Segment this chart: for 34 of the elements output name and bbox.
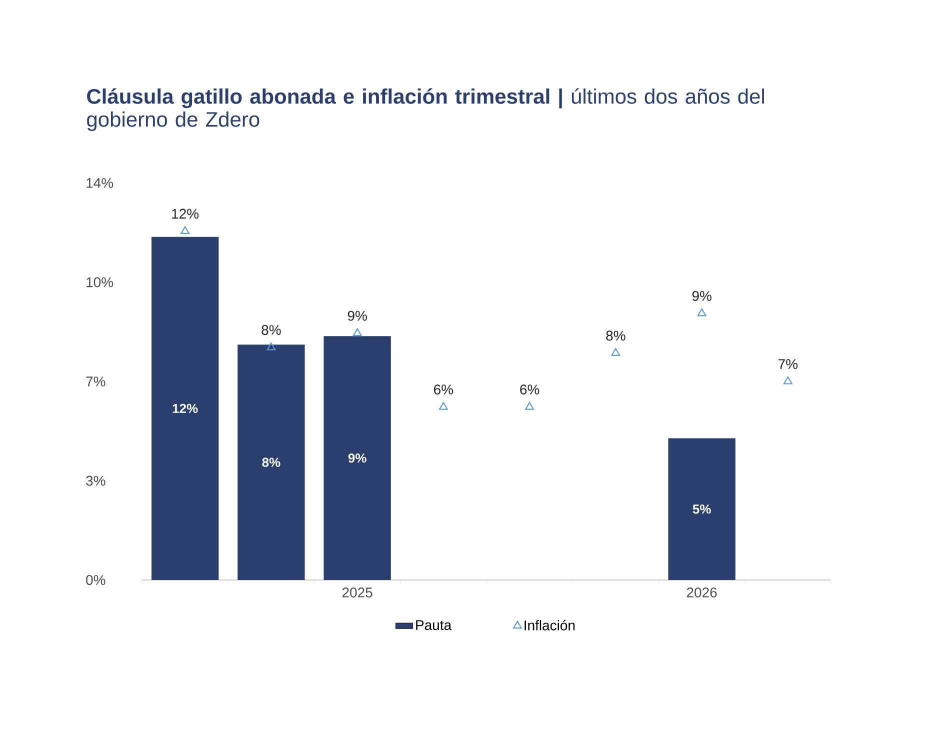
data-label: 8%: [606, 330, 626, 341]
legend-label: Pauta: [416, 620, 452, 630]
data-label: 6%: [520, 384, 540, 394]
point: [180, 226, 190, 234]
data-label: 6%: [434, 384, 454, 394]
y-tick-label: 10%: [86, 277, 114, 288]
x-tick-label: 2026: [686, 588, 717, 598]
x-tick-label: 2025: [342, 588, 372, 598]
point: [525, 402, 534, 410]
y-tick-label: 14%: [86, 178, 114, 188]
data-label: 9%: [692, 290, 712, 301]
legend-label: Inflación: [524, 620, 575, 630]
data-label: 8%: [262, 458, 280, 467]
chart-title: Cláusula gatillo abonada e inflación trimestral | últimos dos años del gobierno de Zdero: [87, 88, 764, 132]
data-label: 9%: [348, 310, 367, 321]
data-label: 12%: [172, 208, 199, 219]
y-tick-label: 7%: [86, 376, 106, 386]
point: [352, 328, 362, 336]
data-label: 7%: [778, 359, 798, 369]
data-label: 8%: [262, 325, 281, 335]
point: [697, 308, 706, 316]
data-label: 12%: [172, 404, 198, 414]
y-tick-label: 3%: [86, 476, 106, 486]
bar: [324, 336, 391, 580]
point: [611, 348, 620, 356]
bar: [668, 438, 736, 580]
bar: [151, 236, 219, 580]
data-label: 9%: [348, 453, 366, 463]
point: [438, 402, 448, 410]
point: [266, 342, 276, 350]
point: [783, 376, 792, 384]
bar: [238, 344, 305, 580]
y-tick-label: 0%: [86, 575, 106, 585]
data-label: 5%: [692, 504, 711, 514]
